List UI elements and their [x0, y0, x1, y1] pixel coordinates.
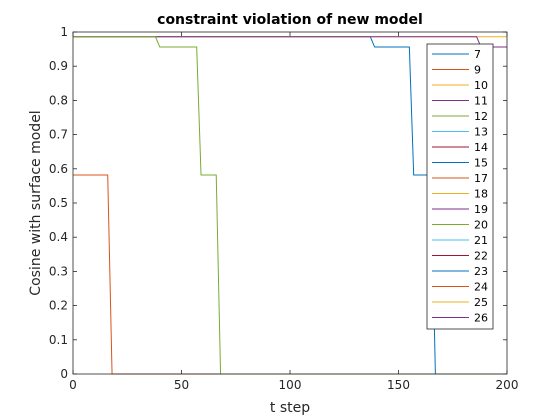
legend-label-14: 14	[474, 141, 488, 154]
x-tick-label: 50	[174, 378, 189, 392]
legend-label-7: 7	[474, 48, 481, 61]
legend-label-24: 24	[474, 281, 488, 294]
y-tick-label: 0.1	[49, 333, 68, 347]
y-tick-label: 0.3	[49, 264, 68, 278]
chart-title: constraint violation of new model	[157, 12, 423, 28]
y-tick-label: 0.5	[49, 196, 68, 210]
y-tick-label: 0.8	[49, 93, 68, 107]
legend-label-20: 20	[474, 219, 488, 232]
series-line-12	[73, 36, 507, 375]
y-tick-label: 0.9	[49, 59, 68, 73]
legend-label-9: 9	[474, 64, 481, 77]
legend-label-19: 19	[474, 203, 488, 216]
x-tick-label: 100	[279, 378, 302, 392]
legend-label-13: 13	[474, 126, 488, 139]
ticks-layer: 0 50 100 150 200 0 0.1 0.2 0.3 0.4 0.5 0.6 0.7 0.8 0.9…	[49, 25, 519, 392]
legend-label-15: 15	[474, 157, 488, 170]
legend-label-21: 21	[474, 234, 488, 247]
y-tick-label: 0.2	[49, 299, 68, 313]
y-tick-label: 0	[60, 367, 68, 381]
y-tick-label: 0.4	[49, 230, 68, 244]
x-tick-label: 0	[69, 378, 77, 392]
y-tick-label: 1	[60, 25, 68, 39]
x-tick-label: 200	[496, 378, 519, 392]
legend-label-22: 22	[474, 250, 488, 263]
legend-label-23: 23	[474, 265, 488, 278]
y-axis-label: Cosine with surface model	[28, 110, 44, 295]
legend-label-10: 10	[474, 79, 488, 92]
series-layer	[73, 36, 507, 375]
legend-label-17: 17	[474, 172, 488, 185]
x-tick-label: 150	[387, 378, 410, 392]
legend-label-25: 25	[474, 296, 488, 309]
legend-box	[426, 43, 494, 330]
series-line-11	[73, 36, 507, 48]
y-tick-label: 0.7	[49, 128, 68, 142]
legend: 7 9 10 11 12 13 14 15 17 18 19 20 21 22 23 24 25 26	[426, 43, 494, 330]
y-tick-label: 0.6	[49, 162, 68, 176]
legend-label-12: 12	[474, 110, 488, 123]
series-line-7	[73, 36, 507, 375]
legend-label-18: 18	[474, 188, 488, 201]
legend-label-11: 11	[474, 95, 488, 108]
legend-label-26: 26	[474, 312, 488, 325]
x-axis-label: t step	[270, 400, 310, 416]
